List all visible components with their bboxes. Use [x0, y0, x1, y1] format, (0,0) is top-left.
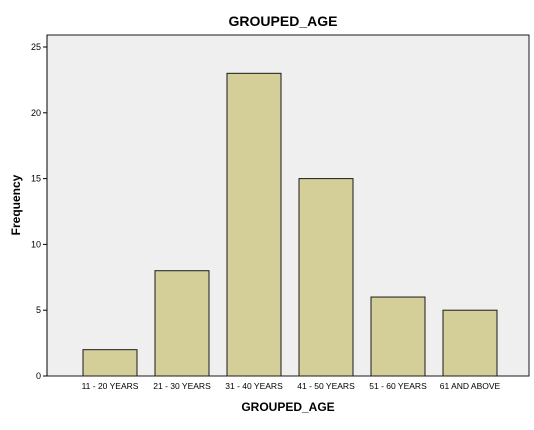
y-tick-label: 0	[36, 371, 41, 381]
x-axis: 11 - 20 YEARS 21 - 30 YEARS 31 - 40 YEARS 4…	[82, 381, 501, 391]
x-tick-label: 41 - 50 YEARS	[297, 381, 355, 391]
bars	[82, 72, 498, 377]
y-tick-label: 10	[31, 239, 41, 249]
y-tick-label: 15	[31, 174, 41, 184]
x-tick-label: 51 - 60 YEARS	[369, 381, 427, 391]
chart-title: GROUPED_AGE	[229, 13, 338, 29]
x-tick-label: 61 AND ABOVE	[440, 381, 501, 391]
bar	[442, 309, 498, 377]
y-axis-title: Frequency	[9, 174, 23, 235]
bar	[370, 296, 426, 377]
y-tick-label: 5	[36, 305, 41, 315]
bar	[154, 270, 210, 377]
x-axis-title: GROUPED_AGE	[241, 400, 334, 414]
x-tick-label: 21 - 30 YEARS	[153, 381, 211, 391]
y-axis: 0 5 10 15 20 25	[31, 35, 48, 381]
bar	[226, 72, 282, 377]
y-tick-label: 20	[31, 108, 41, 118]
y-tick-label: 25	[31, 42, 41, 52]
x-tick-label: 31 - 40 YEARS	[225, 381, 283, 391]
bar	[298, 178, 354, 377]
x-tick-label: 11 - 20 YEARS	[82, 381, 139, 391]
bar	[82, 349, 138, 377]
